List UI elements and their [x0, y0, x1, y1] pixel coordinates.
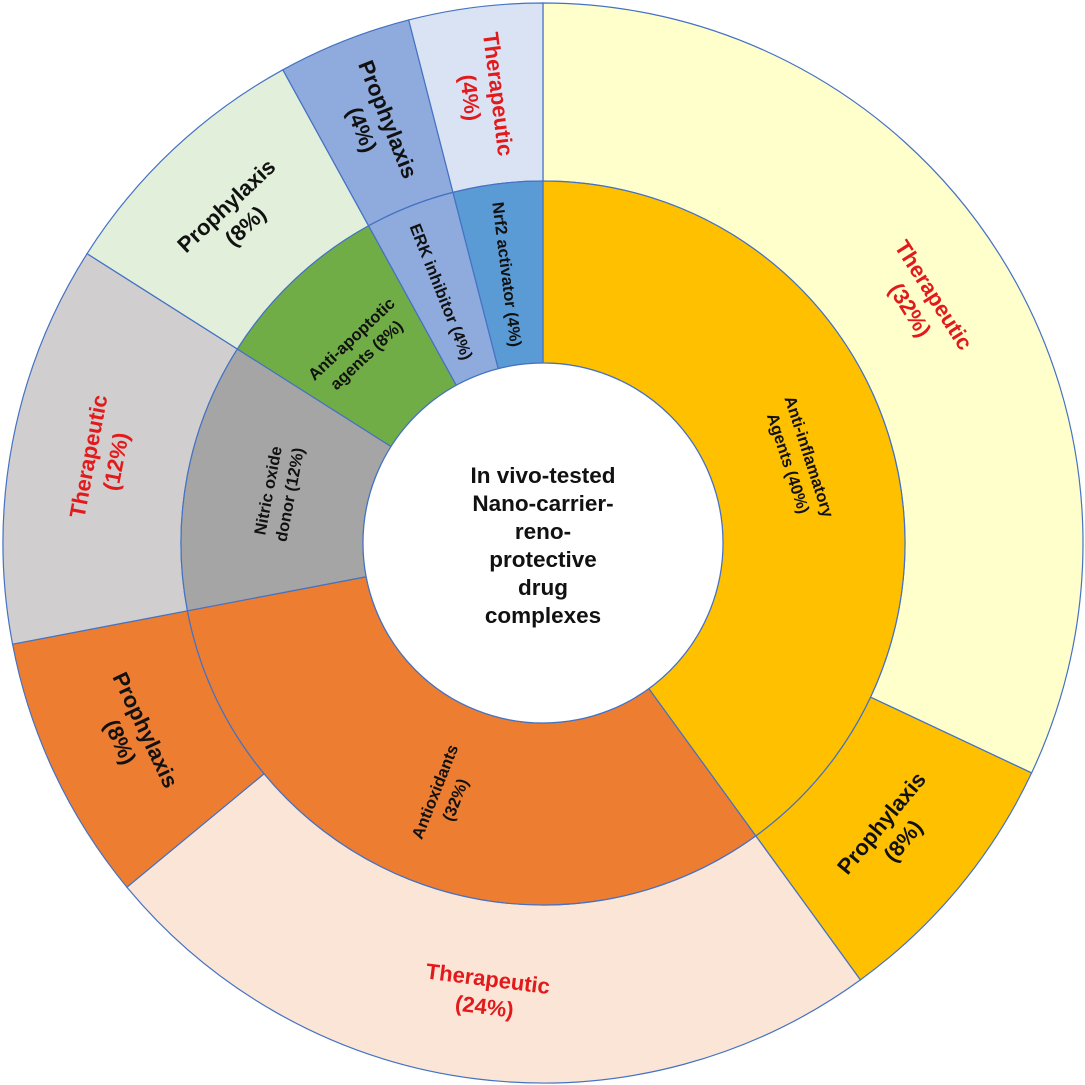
center-circle — [362, 362, 724, 724]
center-label: In vivo-tested Nano-carrier-reno-protecti… — [470, 463, 615, 628]
